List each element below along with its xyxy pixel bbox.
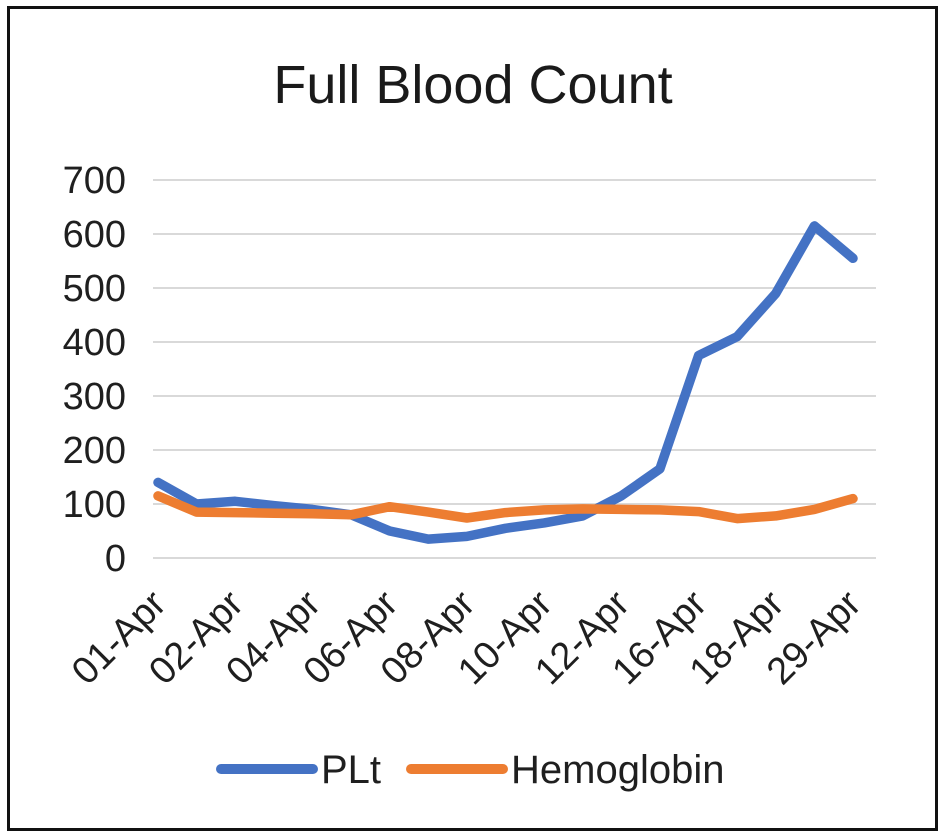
series-lines bbox=[153, 221, 858, 544]
legend: PLt Hemoglobin bbox=[216, 748, 724, 792]
legend-label-plt: PLt bbox=[321, 748, 381, 792]
y-tick-label: 400 bbox=[63, 322, 126, 364]
y-tick-label: 600 bbox=[63, 214, 126, 256]
y-axis-labels: 0 100 200 300 400 500 600 700 bbox=[63, 160, 126, 580]
full-blood-count-line-chart: Full Blood Count 0100200300400500600700 … bbox=[63, 55, 876, 792]
y-tick-label: 700 bbox=[63, 160, 126, 202]
y-tick-label: 500 bbox=[63, 268, 126, 310]
x-axis-labels: 01-Apr02-Apr04-Apr06-Apr08-Apr10-Apr12-A… bbox=[64, 582, 870, 693]
y-tick-label: 200 bbox=[63, 430, 126, 472]
plt-series-line bbox=[153, 221, 858, 544]
hemoglobin-series-line bbox=[153, 491, 858, 524]
y-tick-label: 0 bbox=[105, 538, 126, 580]
legend-label-hemoglobin: Hemoglobin bbox=[511, 748, 724, 792]
chart-title: Full Blood Count bbox=[273, 55, 672, 115]
y-tick-label: 300 bbox=[63, 376, 126, 418]
y-tick-label: 100 bbox=[63, 484, 126, 526]
chart-frame: Full Blood Count 0 100 200 300 400 500 600 700 … bbox=[7, 6, 938, 831]
